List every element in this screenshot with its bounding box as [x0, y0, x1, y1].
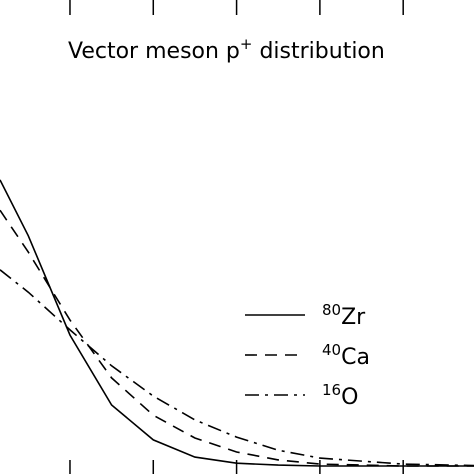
legend-label: 16O — [322, 381, 358, 410]
title-superscript: + — [240, 35, 253, 53]
legend-name: Ca — [341, 345, 370, 370]
legend-label: 40Ca — [322, 341, 370, 370]
legend-name: Zr — [341, 305, 366, 330]
legend-name: O — [341, 385, 358, 410]
title-rest: distribution — [252, 39, 384, 64]
legend-isotope: 80 — [322, 301, 341, 319]
legend-isotope: 16 — [322, 381, 341, 399]
legend-isotope: 40 — [322, 341, 341, 359]
chart-title: Vector meson p+ distribution — [68, 35, 385, 64]
data-line — [0, 179, 474, 467]
data-line — [0, 209, 474, 467]
legend-label: 80Zr — [322, 301, 366, 330]
title-main: Vector meson p — [68, 39, 240, 64]
data-line — [0, 269, 474, 467]
